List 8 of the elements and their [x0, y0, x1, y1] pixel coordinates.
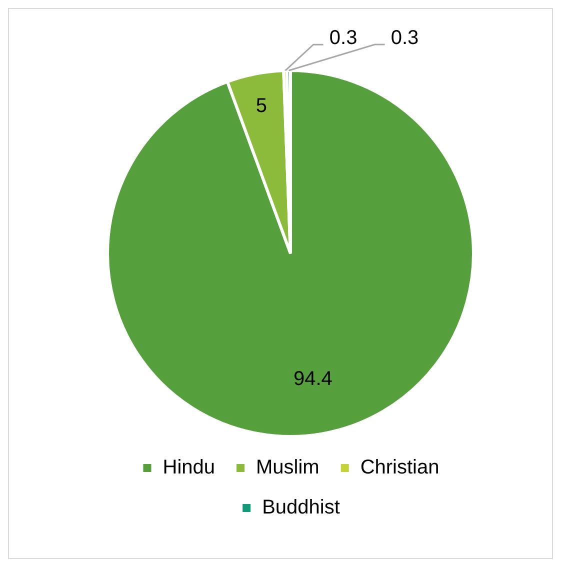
data-label: 0.3 — [390, 27, 419, 50]
legend-label: Buddhist — [262, 496, 340, 519]
legend-label: Muslim — [256, 456, 320, 479]
data-label: 0.3 — [329, 27, 358, 50]
data-label: 94.4 — [293, 368, 332, 390]
legend-label: Hindu — [162, 456, 216, 479]
data-label: 5 — [256, 94, 268, 117]
legend-label: Christian — [360, 456, 440, 479]
